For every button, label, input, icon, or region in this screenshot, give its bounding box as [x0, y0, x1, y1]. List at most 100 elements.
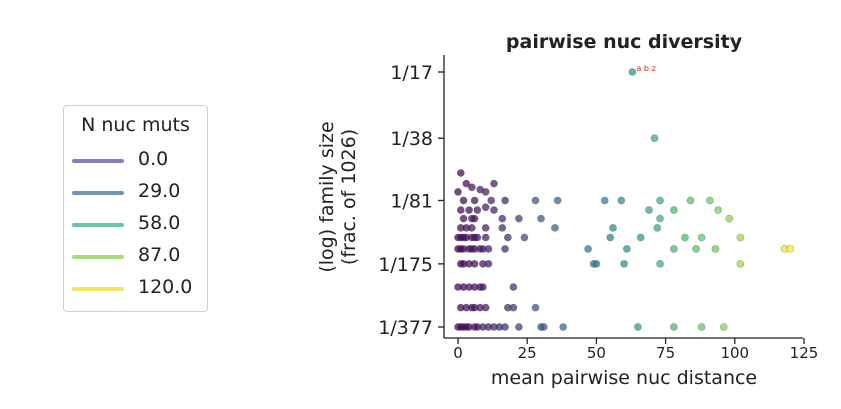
- legend-entry: 87.0: [64, 242, 207, 270]
- legend-swatch-4: [72, 287, 124, 291]
- data-point: [454, 188, 462, 196]
- legend-title: N nuc muts: [81, 114, 190, 136]
- data-point: [609, 223, 617, 232]
- legend-label: 87.0: [138, 244, 181, 266]
- data-point: [501, 323, 509, 331]
- legend-swatch-3: [72, 255, 124, 259]
- data-point: [697, 233, 706, 242]
- data-point: [459, 214, 468, 223]
- data-point: [514, 323, 523, 331]
- data-point: [636, 233, 645, 242]
- data-point: [465, 206, 473, 214]
- data-point: [467, 183, 476, 192]
- data-point: [481, 223, 490, 232]
- annotation-label: a b z: [636, 64, 655, 73]
- data-point: [650, 134, 659, 143]
- y-tick-label: 1/38: [390, 128, 433, 150]
- data-point: [509, 283, 518, 291]
- data-point: [456, 206, 465, 214]
- data-point: [467, 223, 476, 232]
- y-tick-label: 1/175: [378, 254, 433, 276]
- data-point: [606, 233, 615, 242]
- data-point: [725, 214, 734, 223]
- legend-swatch-1: [72, 191, 124, 195]
- data-point: [670, 323, 678, 331]
- data-point: [714, 206, 723, 214]
- data-point: [490, 179, 498, 188]
- data-point: [481, 303, 490, 312]
- legend-entry: 58.0: [64, 210, 207, 238]
- chart-title: pairwise nuc diversity: [506, 31, 743, 53]
- data-point: [490, 206, 498, 214]
- data-point: [484, 259, 493, 268]
- data-point: [628, 68, 637, 76]
- legend-swatch-0: [72, 159, 124, 163]
- data-point: [656, 196, 664, 205]
- data-point: [553, 196, 562, 205]
- data-point: [473, 206, 482, 214]
- data-point: [503, 233, 512, 242]
- data-point: [484, 245, 493, 253]
- x-tick-label: 25: [518, 344, 537, 362]
- data-point: [470, 259, 479, 268]
- data-point: [481, 233, 490, 242]
- x-axis-ticks: 0 25 50 75 100 125: [453, 338, 818, 362]
- data-point: [600, 196, 609, 205]
- data-point: [514, 214, 523, 223]
- data-point: [462, 179, 471, 188]
- legend-entry: 0.0: [64, 146, 207, 174]
- legend-label: 58.0: [138, 212, 181, 234]
- legend-swatch-2: [72, 223, 124, 227]
- data-point: [656, 214, 664, 223]
- data-point: [550, 223, 559, 232]
- data-point: [719, 323, 728, 331]
- data-point: [584, 245, 592, 253]
- data-point: [786, 245, 795, 253]
- data-point: [705, 196, 714, 205]
- y-tick-label: 1/81: [390, 190, 433, 212]
- data-point: [622, 245, 631, 253]
- y-axis-label-line1: (log) family size: [316, 121, 338, 272]
- data-point: [520, 233, 529, 242]
- data-point: [620, 259, 628, 268]
- data-point: [501, 245, 509, 253]
- data-point: [736, 259, 745, 268]
- data-point: [645, 206, 653, 214]
- data-point: [617, 196, 626, 205]
- data-point: [692, 245, 700, 253]
- data-point: [681, 233, 689, 242]
- data-point: [736, 233, 745, 242]
- y-tick-label: 1/17: [390, 62, 433, 84]
- data-point: [539, 323, 548, 331]
- data-point: [509, 303, 518, 312]
- data-point: [487, 196, 496, 205]
- data-point: [670, 245, 678, 253]
- data-point: [498, 223, 507, 232]
- legend-label: 0.0: [138, 148, 169, 170]
- x-tick-label: 125: [790, 344, 819, 362]
- data-point: [670, 206, 678, 214]
- legend-label: 29.0: [138, 180, 181, 202]
- y-axis-label-line2: (frac. of 1026): [338, 129, 360, 265]
- y-tick-label: 1/377: [378, 317, 433, 339]
- x-tick-label: 0: [453, 344, 463, 362]
- data-point: [537, 214, 545, 223]
- data-point: [470, 196, 479, 205]
- x-axis-label: mean pairwise nuc distance: [491, 367, 757, 389]
- data-point: [531, 196, 540, 205]
- x-tick-label: 75: [656, 344, 675, 362]
- data-point: [501, 196, 509, 205]
- x-tick-label: 100: [720, 344, 749, 362]
- data-point: [479, 283, 487, 291]
- data-point: [481, 203, 490, 212]
- data-point: [697, 323, 706, 331]
- legend: N nuc muts 0.0 29.0 58.0 87.0 120.0: [63, 105, 208, 312]
- legend-entry: 120.0: [64, 274, 207, 302]
- data-point: [559, 323, 568, 331]
- data-point: [470, 214, 479, 223]
- y-axis-ticks: 1/17 1/38 1/81 1/175 1/377: [378, 62, 444, 339]
- data-point: [459, 196, 468, 205]
- x-tick-label: 50: [587, 344, 606, 362]
- legend-entry: 29.0: [64, 178, 207, 206]
